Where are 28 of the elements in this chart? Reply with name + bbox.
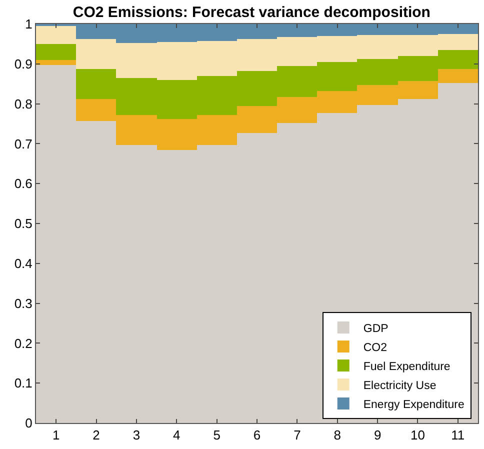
- x-tick-label: 8: [334, 428, 341, 443]
- y-tick-label: 0.2: [14, 336, 32, 351]
- y-tick-label: 0.5: [14, 216, 32, 232]
- x-tick-label: 9: [374, 428, 382, 443]
- legend-label: Energy Expenditure: [363, 398, 464, 411]
- legend-label: CO2: [363, 342, 388, 354]
- y-tick-label: 0.4: [14, 256, 32, 271]
- chart-title: CO2 Emissions: Forecast variance decomposition: [72, 4, 430, 22]
- x-tick-label: 2: [92, 428, 100, 443]
- x-tick-label: 3: [132, 428, 140, 443]
- y-tick-label: 1: [25, 16, 32, 32]
- y-tick-label: 0.8: [14, 96, 32, 112]
- y-tick-label: 0.6: [14, 176, 32, 192]
- x-tick-label: 5: [213, 428, 220, 443]
- x-tick-label: 10: [410, 428, 425, 443]
- x-tick-label: 1: [52, 428, 60, 443]
- x-tick-label: 6: [253, 428, 261, 443]
- x-tick-label: 4: [173, 428, 180, 443]
- y-tick-label: 0.1: [14, 376, 32, 391]
- y-tick-label: 0: [25, 416, 32, 431]
- x-tick-label: 11: [451, 428, 465, 443]
- legend-label: Fuel Expenditure: [363, 360, 450, 373]
- y-tick-label: 0.7: [14, 136, 32, 152]
- y-tick-label: 0.9: [14, 56, 32, 72]
- legend-label: Electricity Use: [363, 380, 436, 392]
- x-tick-label: 7: [294, 428, 301, 443]
- y-tick-label: 0.3: [14, 296, 32, 311]
- legend-label: GDP: [363, 322, 389, 335]
